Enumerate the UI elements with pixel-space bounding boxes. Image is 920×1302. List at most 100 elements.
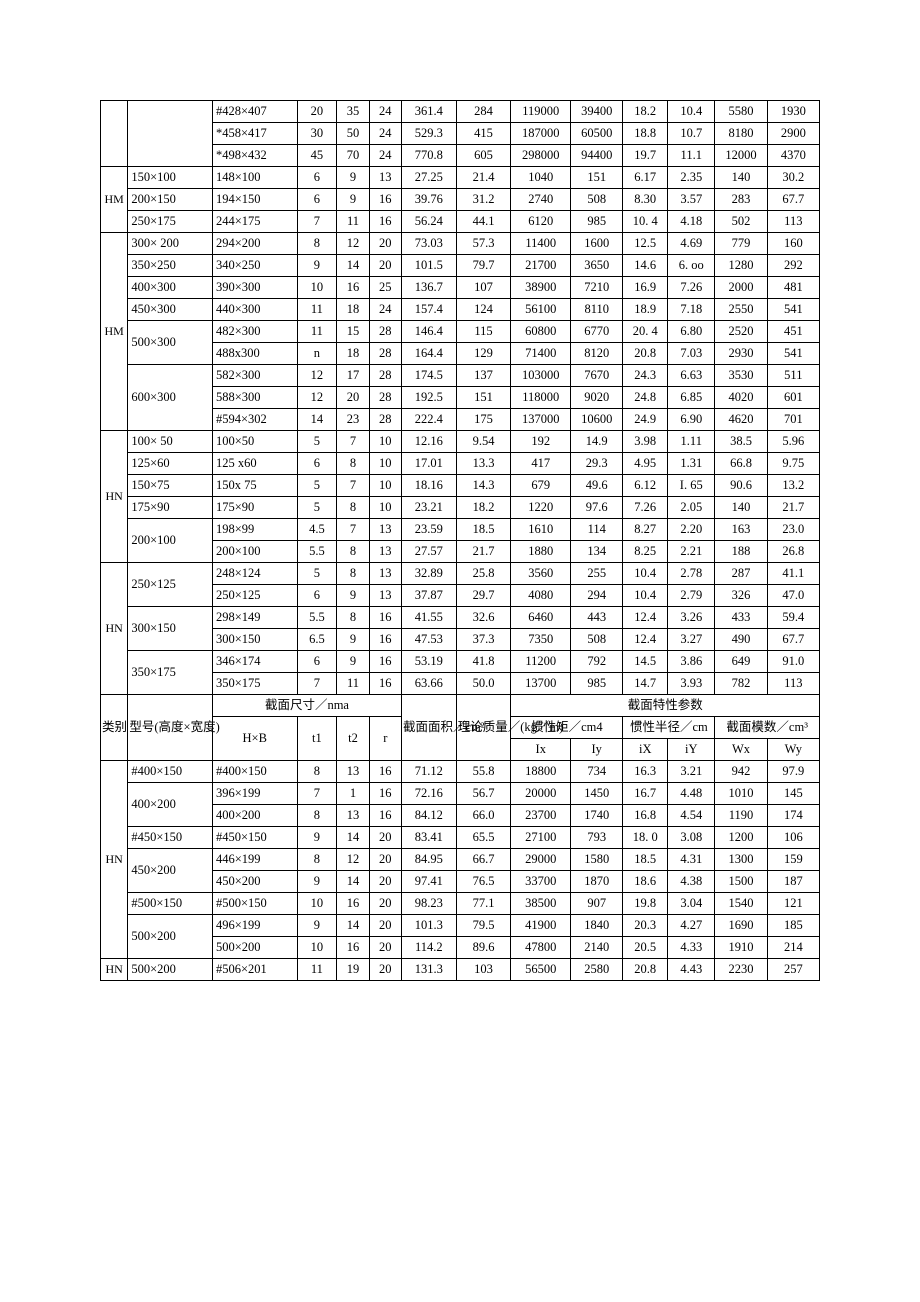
- cell: 14.6: [623, 255, 668, 277]
- cell: 3.98: [623, 431, 668, 453]
- table-row: 150×75150x 75571018.1614.367949.66.12I. …: [101, 475, 820, 497]
- cell: 10: [369, 431, 401, 453]
- cell: 4.31: [668, 849, 715, 871]
- cell: 18. 0: [623, 827, 668, 849]
- cell: 66.0: [456, 805, 511, 827]
- cell: 84.95: [401, 849, 456, 871]
- cell: 9: [337, 651, 369, 673]
- model-cell: 350×175: [128, 651, 213, 695]
- hdr-radius: 惯性半径／cm: [623, 717, 715, 739]
- cell: 779: [715, 233, 767, 255]
- cell: 14: [337, 255, 369, 277]
- cell: 3650: [571, 255, 623, 277]
- cell: 10600: [571, 409, 623, 431]
- cell: 415: [456, 123, 511, 145]
- cell: 10: [297, 277, 337, 299]
- cell: 192.5: [401, 387, 456, 409]
- cell: 28: [369, 365, 401, 387]
- cell: 11: [297, 321, 337, 343]
- table-row: 200×150194×150691639.7631.227405088.303.…: [101, 189, 820, 211]
- cell: 47.53: [401, 629, 456, 651]
- cell: 2520: [715, 321, 767, 343]
- cell: 17: [337, 365, 369, 387]
- cell: 20: [369, 893, 401, 915]
- cell: 283: [715, 189, 767, 211]
- cell: 255: [571, 563, 623, 585]
- cell: 4.69: [668, 233, 715, 255]
- table-row: 200×100198×994.571323.5918.516101148.272…: [101, 519, 820, 541]
- hxb-cell: 488x300: [212, 343, 297, 365]
- cell: 53.19: [401, 651, 456, 673]
- hxb-cell: #400×150: [212, 761, 297, 783]
- cell: 20: [369, 233, 401, 255]
- cell: 23.0: [767, 519, 819, 541]
- category-cell: [101, 101, 128, 167]
- cell: 10.4: [623, 563, 668, 585]
- cell: 10.4: [623, 585, 668, 607]
- cell: 79.7: [456, 255, 511, 277]
- cell: 10: [369, 453, 401, 475]
- cell: 45: [297, 145, 337, 167]
- cell: 159: [767, 849, 819, 871]
- cell: 9: [297, 915, 337, 937]
- table-row: 350×250340×25091420101.579.721700365014.…: [101, 255, 820, 277]
- cell: 73.03: [401, 233, 456, 255]
- cell: 6: [297, 651, 337, 673]
- cell: 66.8: [715, 453, 767, 475]
- cell: 12: [337, 849, 369, 871]
- cell: 140: [715, 167, 767, 189]
- cell: 20.8: [623, 959, 668, 981]
- cell: 49.6: [571, 475, 623, 497]
- cell: 9.75: [767, 453, 819, 475]
- cell: 4.38: [668, 871, 715, 893]
- cell: 18.6: [623, 871, 668, 893]
- cell: 101.3: [401, 915, 456, 937]
- cell: 4.27: [668, 915, 715, 937]
- cell: 9: [297, 827, 337, 849]
- cell: 326: [715, 585, 767, 607]
- cell: 2.05: [668, 497, 715, 519]
- model-cell: 150×100: [128, 167, 213, 189]
- hdr-mass: 理论质量／(kg／m): [456, 695, 511, 761]
- cell: 44.1: [456, 211, 511, 233]
- cell: 106: [767, 827, 819, 849]
- model-cell: 350×250: [128, 255, 213, 277]
- cell: 20: [369, 827, 401, 849]
- cell: 24.8: [623, 387, 668, 409]
- cell: 5: [297, 431, 337, 453]
- cell: 292: [767, 255, 819, 277]
- table-row: 175×90175×90581023.2118.2122097.67.262.0…: [101, 497, 820, 519]
- hxb-cell: 244×175: [212, 211, 297, 233]
- cell: 9: [337, 585, 369, 607]
- cell: 24: [369, 101, 401, 123]
- cell: 57.3: [456, 233, 511, 255]
- cell: 508: [571, 629, 623, 651]
- cell: 1040: [511, 167, 571, 189]
- cell: 2900: [767, 123, 819, 145]
- cell: 115: [456, 321, 511, 343]
- cell: 27.25: [401, 167, 456, 189]
- cell: 4.5: [297, 519, 337, 541]
- cell: 28: [369, 343, 401, 365]
- cell: 443: [571, 607, 623, 629]
- cell: 8: [297, 233, 337, 255]
- category-cell: HN: [101, 761, 128, 959]
- cell: 114: [571, 519, 623, 541]
- hxb-cell: 148×100: [212, 167, 297, 189]
- cell: 37.87: [401, 585, 456, 607]
- cell: 14: [337, 915, 369, 937]
- hxb-cell: 100×50: [212, 431, 297, 453]
- cell: 21.4: [456, 167, 511, 189]
- cell: 2140: [571, 937, 623, 959]
- cell: 1540: [715, 893, 767, 915]
- cell: 56.24: [401, 211, 456, 233]
- cell: 3.21: [668, 761, 715, 783]
- cell: 79.5: [456, 915, 511, 937]
- cell: 151: [571, 167, 623, 189]
- cell: 8120: [571, 343, 623, 365]
- cell: 6.85: [668, 387, 715, 409]
- cell: 10. 4: [623, 211, 668, 233]
- cell: 174.5: [401, 365, 456, 387]
- cell: 24: [369, 123, 401, 145]
- cell: 5: [297, 563, 337, 585]
